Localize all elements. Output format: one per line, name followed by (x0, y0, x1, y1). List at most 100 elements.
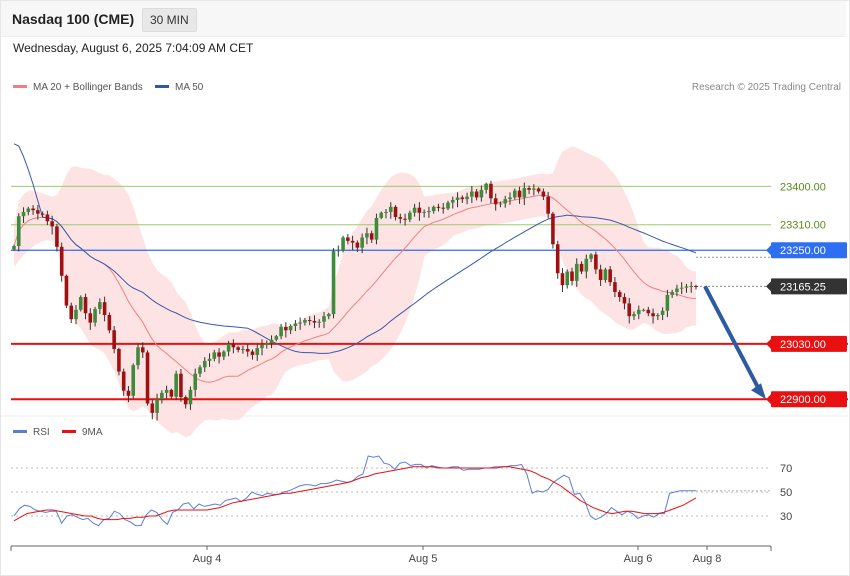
candle-body (284, 326, 288, 331)
forecast-arrow-shaft (703, 285, 762, 393)
candle-body (594, 254, 598, 270)
candlesticks (12, 180, 698, 421)
ma20-line (13, 194, 697, 383)
candle-body (198, 367, 202, 374)
candle-body (546, 196, 550, 214)
candle-body (350, 240, 355, 243)
candle-body (26, 208, 31, 212)
candle-body (64, 275, 69, 306)
candle-body (589, 254, 593, 259)
level-tag-pointer (766, 337, 772, 350)
level-label-23165.25: 23165.25 (780, 281, 826, 293)
candle-body (498, 203, 503, 205)
instrument-title: Nasdaq 100 (CME) (12, 11, 135, 27)
candle-body (503, 199, 508, 204)
candle-body (636, 309, 641, 315)
candle-body (312, 320, 317, 323)
candle-body (617, 291, 622, 298)
ma50-legend-label: MA 50 (175, 82, 204, 93)
candle-body (508, 197, 512, 200)
timeframe-badge[interactable]: 30 MIN (142, 8, 197, 32)
candle-body (527, 188, 531, 190)
candle-body (136, 347, 140, 366)
candle-body (517, 190, 522, 198)
candle-body (398, 217, 403, 219)
candle-body (374, 217, 379, 240)
candle-body (484, 183, 488, 190)
candle-body (570, 271, 574, 281)
x-tick-label: Aug 4 (193, 553, 222, 565)
candle-body (326, 314, 331, 317)
candle-body (260, 344, 264, 349)
candle-body (317, 321, 322, 323)
candle-body (603, 269, 608, 281)
candle-body (493, 198, 498, 205)
candle-body (303, 320, 307, 323)
candle-body (441, 207, 446, 209)
candle-body (74, 309, 78, 320)
rsi-legend-swatch (13, 430, 27, 433)
candle-body (131, 365, 136, 396)
candle-body (641, 309, 646, 311)
candle-body (16, 216, 21, 246)
candle-body (107, 314, 112, 331)
candle-body (55, 226, 59, 247)
candle-body (145, 352, 150, 404)
rsi-ma-legend-swatch (62, 430, 76, 433)
candle-body (269, 339, 274, 344)
candle-body (88, 313, 93, 323)
x-axis: Aug 4 Aug 5 Aug 6 Aug 8 (10, 546, 772, 565)
level-tag-pointer (766, 280, 772, 293)
candle-body (555, 244, 560, 274)
candle-body (169, 389, 174, 397)
candle-body (408, 212, 412, 220)
x-tick-label: Aug 5 (409, 553, 438, 565)
candle-body (560, 273, 565, 286)
bollinger-bands (14, 146, 696, 438)
candle-body (613, 282, 617, 292)
candle-body (694, 286, 698, 287)
candle-body (536, 188, 541, 192)
price-levels (11, 185, 848, 401)
candle-body (288, 326, 293, 331)
candle-body (598, 269, 603, 281)
candle-body (436, 206, 441, 208)
level-label-23310.00: 23310.00 (780, 220, 826, 232)
rsi-ma-legend-label: 9MA (82, 427, 103, 438)
candle-body (93, 308, 97, 323)
forecast-arrow (703, 285, 766, 400)
ma20-legend-swatch (13, 85, 27, 88)
candle-body (388, 206, 393, 212)
price-level-labels: 23400.00 23310.00 23250.00 23165.25 23030.00… (766, 181, 847, 408)
candle-body (59, 246, 64, 276)
candle-body (360, 237, 364, 248)
candle-body (579, 263, 584, 272)
candle-body (584, 258, 589, 272)
candle-body (78, 297, 83, 310)
candle-body (684, 286, 689, 288)
candle-body (651, 313, 655, 317)
candle-body (541, 191, 546, 197)
candle-body (212, 352, 217, 359)
candle-body (479, 189, 484, 198)
candle-body (126, 390, 131, 396)
candle-body (179, 373, 183, 398)
rsi-lines (13, 455, 771, 527)
candle-body (384, 211, 388, 213)
candle-body (455, 197, 460, 201)
candle-body (255, 348, 260, 355)
forecast-arrow-head (751, 383, 766, 400)
candle-body (241, 349, 245, 350)
candle-body (112, 330, 116, 349)
ma50-line (13, 143, 697, 354)
credit-text: Research © 2025 Trading Central (692, 82, 841, 93)
chart-header-bar: Nasdaq 100 (CME) 30 MIN (1, 1, 846, 37)
ma50-legend-swatch (155, 85, 169, 88)
candle-body (12, 245, 16, 250)
candle-body (393, 206, 398, 218)
candle-body (231, 343, 236, 348)
candle-body (207, 358, 212, 361)
rsi-tick-label: 30 (780, 511, 792, 523)
candle-body (512, 190, 517, 198)
candle-body (417, 207, 422, 213)
